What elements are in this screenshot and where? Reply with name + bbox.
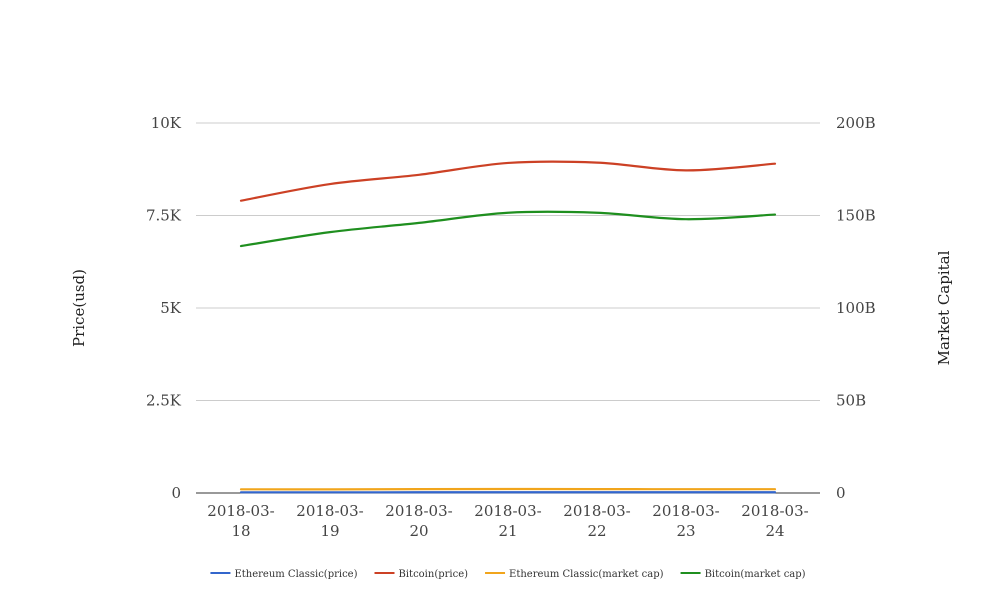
left-tick-label: 5K: [160, 299, 182, 317]
series-line-1: [239, 160, 777, 202]
left-axis-title: Price(usd): [70, 269, 88, 347]
gridlines: [196, 122, 820, 494]
right-axis-title: Market Capital: [935, 250, 953, 365]
left-tick-label: 7.5K: [146, 207, 182, 225]
x-tick-label: 2018-03-20: [385, 502, 452, 540]
left-axis-ticks: 0 2.5K 5K 7.5K 10K: [146, 114, 182, 502]
legend: Ethereum Classic(price) Bitcoin(price) Eth…: [210, 569, 806, 580]
left-tick-label: 2.5K: [146, 392, 182, 410]
legend-label: Bitcoin(market cap): [705, 569, 806, 580]
x-tick-label: 2018-03-18: [207, 502, 274, 540]
x-tick-label: 2018-03-21: [474, 502, 541, 540]
right-tick-label: 200B: [836, 114, 876, 132]
legend-item: Ethereum Classic(price): [210, 569, 358, 580]
legend-label: Ethereum Classic(market cap): [509, 569, 664, 580]
legend-label: Ethereum Classic(price): [234, 569, 357, 580]
legend-item: Bitcoin(price): [374, 569, 469, 580]
x-tick-label: 2018-03-22: [563, 502, 630, 540]
legend-item: Ethereum Classic(market cap): [485, 569, 664, 580]
legend-label: Bitcoin(price): [399, 569, 469, 580]
x-tick-label: 2018-03-19: [296, 502, 363, 540]
series-line-3: [239, 210, 777, 248]
left-tick-label: 10K: [151, 114, 182, 132]
right-tick-label: 0: [836, 484, 846, 502]
left-tick-label: 0: [171, 484, 181, 502]
x-tick-label: 2018-03-23: [652, 502, 719, 540]
x-tick-label: 2018-03-24: [741, 502, 808, 540]
legend-item: Bitcoin(market cap): [680, 569, 806, 580]
series-lines: [239, 160, 777, 494]
right-tick-label: 150B: [836, 207, 876, 225]
right-axis-ticks: 0 50B 100B 150B 200B: [836, 114, 876, 502]
right-tick-label: 50B: [836, 392, 866, 410]
right-tick-label: 100B: [836, 299, 876, 317]
x-axis-ticks: 2018-03-18 2018-03-19 2018-03-20 2018-03-21…: [207, 502, 808, 540]
